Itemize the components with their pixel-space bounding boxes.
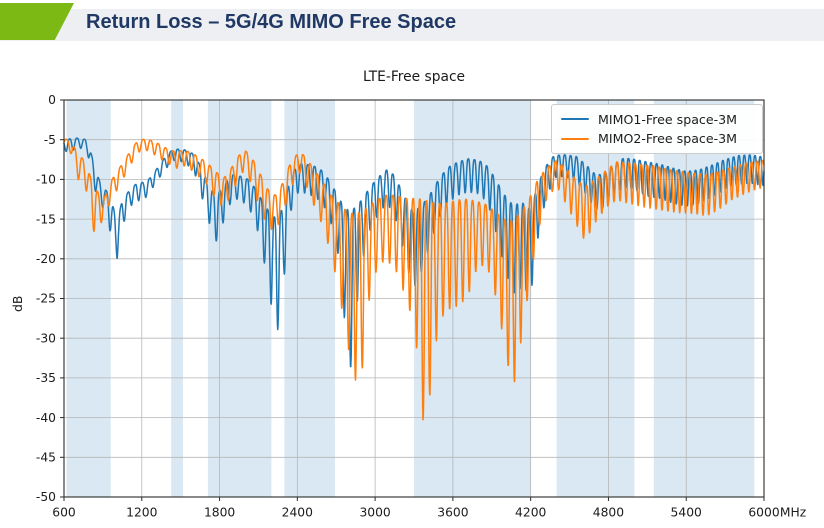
x-tick-label: 3000 bbox=[359, 506, 390, 520]
x-tick-label: 1200 bbox=[126, 506, 157, 520]
y-tick-label: -50 bbox=[36, 490, 56, 504]
x-axis-unit: MHz bbox=[780, 506, 806, 520]
x-tick-label: 4200 bbox=[515, 506, 546, 520]
y-axis-label: dB bbox=[10, 295, 25, 312]
x-tick-label: 6000 bbox=[748, 506, 779, 520]
y-tick-label: -30 bbox=[36, 331, 56, 345]
x-tick-label: 5400 bbox=[671, 506, 702, 520]
series-line bbox=[63, 137, 765, 368]
x-tick-label: 4800 bbox=[593, 506, 624, 520]
header-bar bbox=[0, 9, 824, 41]
legend-item: MIMO2-Free space-3M bbox=[552, 131, 762, 146]
y-tick-label: -10 bbox=[36, 173, 56, 187]
x-tick-label: 2400 bbox=[282, 506, 313, 520]
series-line bbox=[63, 138, 765, 421]
y-tick-label: -45 bbox=[36, 451, 56, 465]
y-tick-label: -35 bbox=[36, 371, 56, 385]
chart-title: LTE-Free space bbox=[362, 69, 466, 85]
series1-label: MIMO1-Free space-3M bbox=[598, 111, 738, 127]
slide-title: Return Loss – 5G/4G MIMO Free Space bbox=[86, 11, 457, 33]
x-tick-label: 3600 bbox=[437, 506, 468, 520]
y-tick-label: 0 bbox=[48, 93, 56, 107]
series1-line-swatch bbox=[561, 117, 589, 121]
x-tick-label: 1800 bbox=[204, 506, 235, 520]
y-tick-label: -15 bbox=[36, 212, 56, 226]
x-tick-label: 600 bbox=[52, 506, 75, 520]
y-tick-label: -20 bbox=[36, 252, 56, 266]
y-tick-label: -40 bbox=[36, 411, 56, 425]
legend-item: MIMO1-Free space-3M bbox=[552, 112, 762, 127]
legend: MIMO1-Free space-3M MIMO2-Free space-3M bbox=[551, 104, 763, 154]
series2-line-swatch bbox=[561, 137, 589, 141]
y-tick-label: -5 bbox=[44, 133, 56, 147]
y-tick-label: -25 bbox=[36, 292, 56, 306]
series2-label: MIMO2-Free space-3M bbox=[598, 131, 738, 147]
